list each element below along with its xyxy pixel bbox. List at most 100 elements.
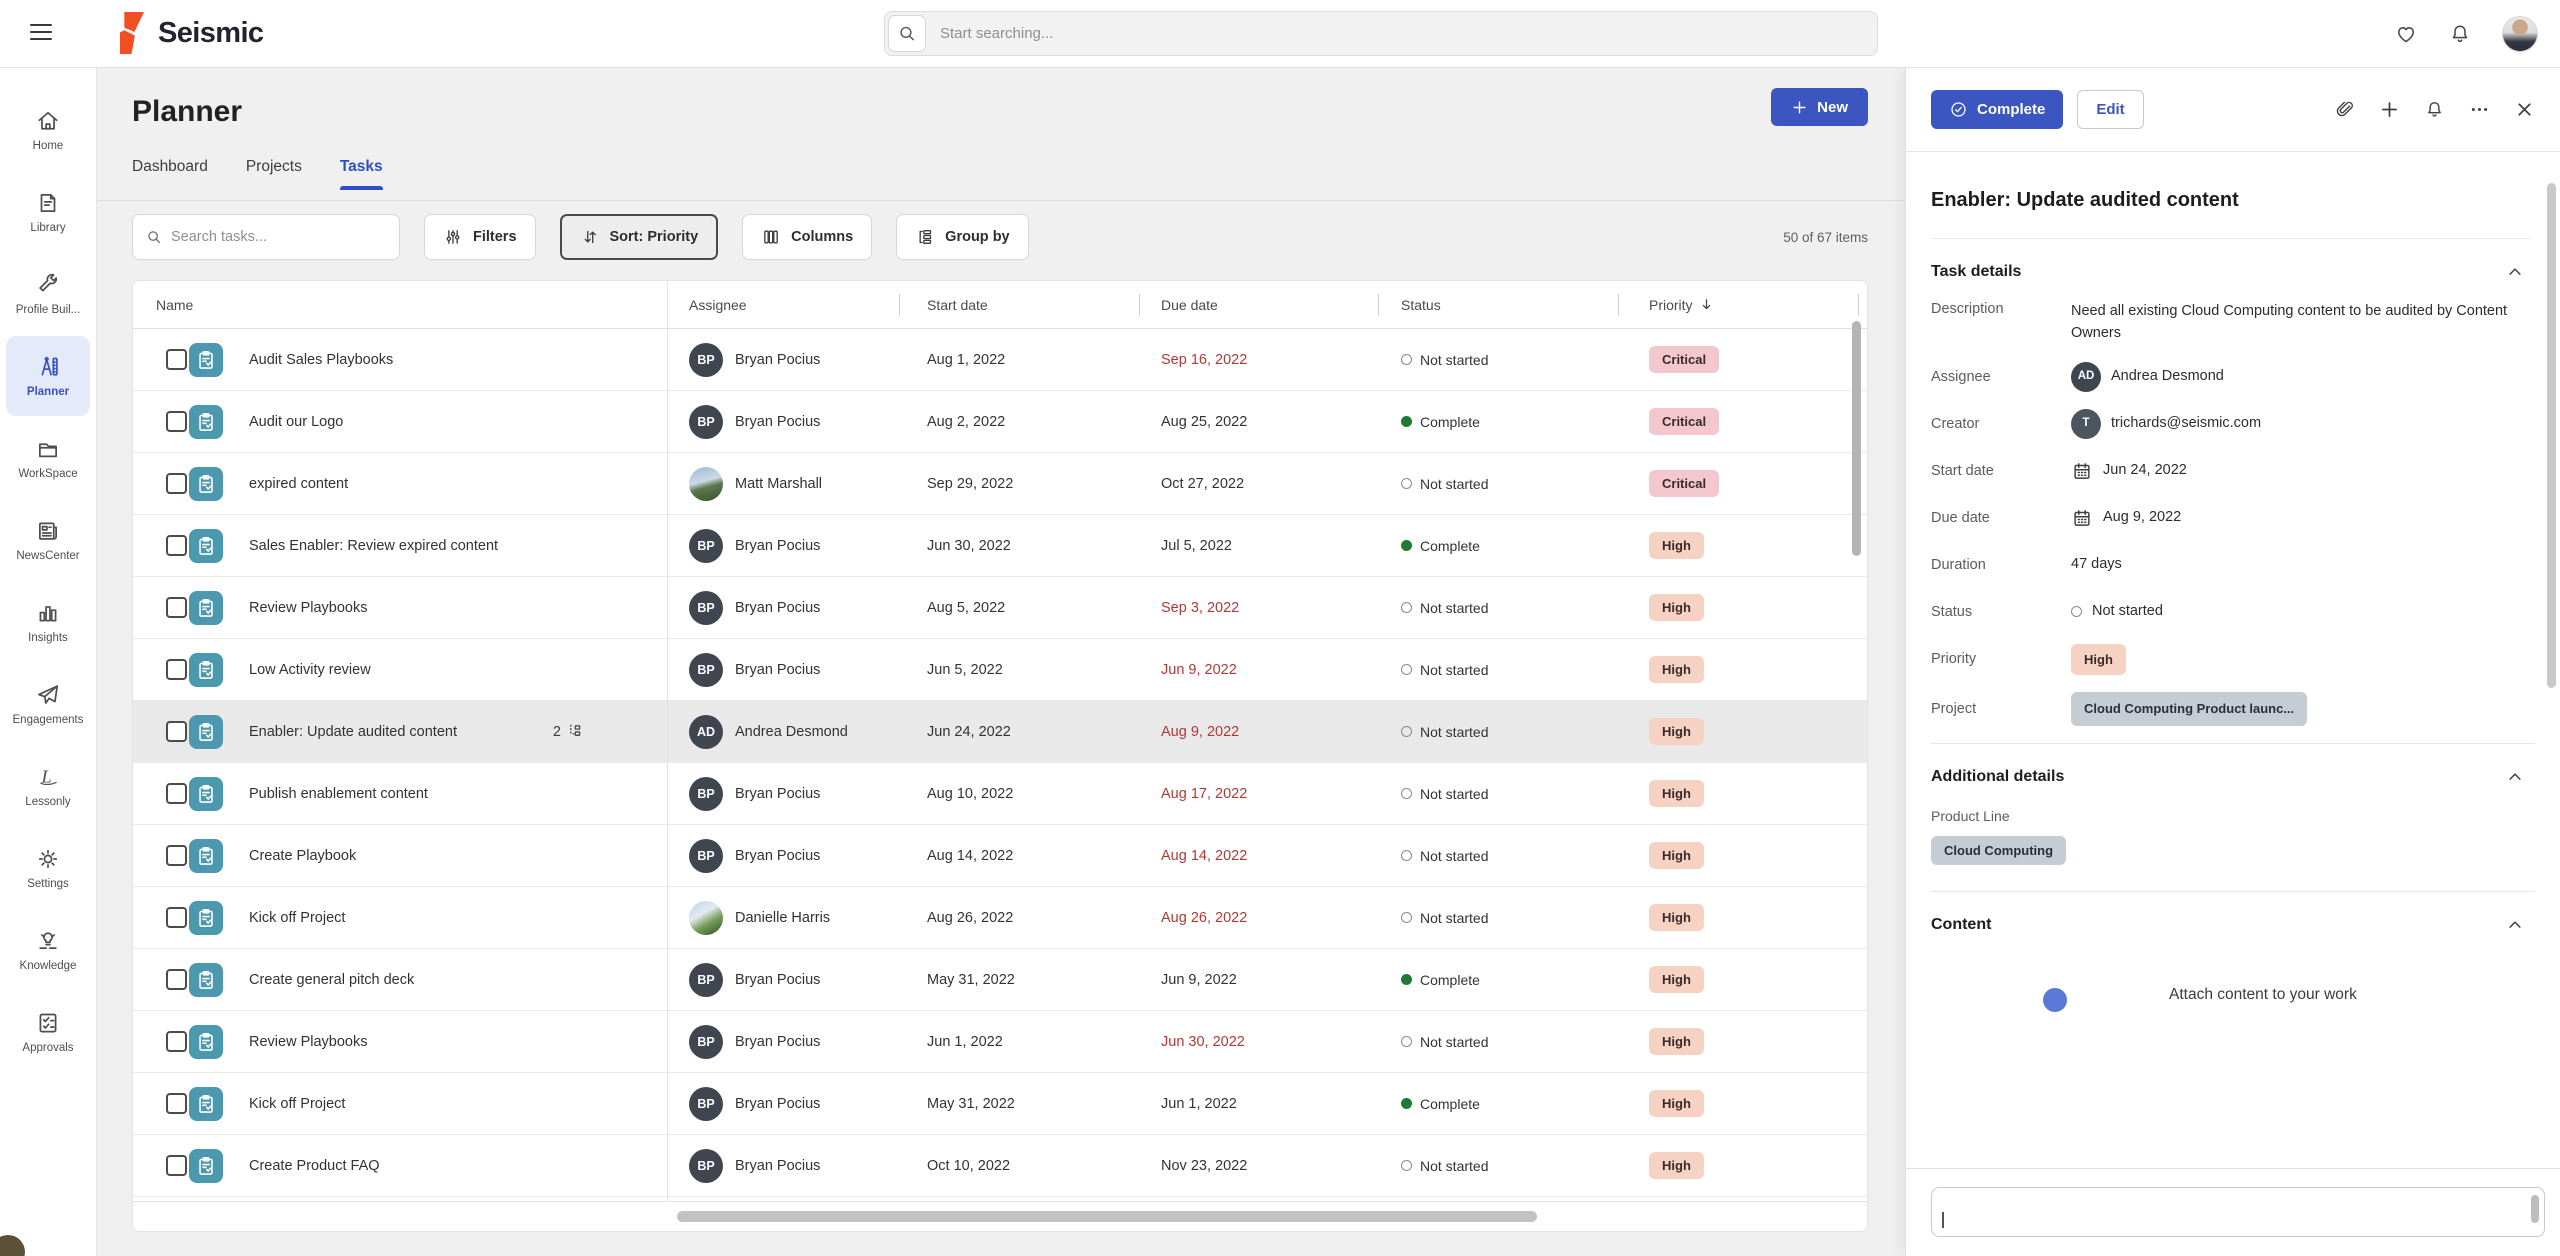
sidebar-item-approvals[interactable]: Approvals [6, 992, 90, 1072]
row-checkbox[interactable] [166, 473, 187, 494]
column-header-start-date[interactable]: Start date [927, 296, 988, 313]
start-date: Sep 29, 2022 [927, 475, 1014, 492]
comment-scrollbar[interactable] [2531, 1195, 2539, 1223]
table-row[interactable]: Create general pitch deck BP Bryan Pocius M… [133, 949, 1867, 1011]
tab-dashboard[interactable]: Dashboard [132, 158, 208, 175]
row-checkbox[interactable] [166, 1093, 187, 1114]
chat-bubble[interactable] [0, 1235, 25, 1256]
complete-button[interactable]: Complete [1931, 90, 2064, 129]
row-checkbox[interactable] [166, 969, 187, 990]
tab-tasks[interactable]: Tasks [339, 158, 383, 190]
subtask-count[interactable]: 2 [553, 722, 585, 741]
priority-badge: High [1649, 966, 1704, 993]
subscribe-icon[interactable] [2424, 99, 2445, 120]
collapse-section-icon[interactable] [2506, 768, 2524, 786]
close-panel-icon[interactable] [2514, 99, 2535, 120]
collapse-section-icon[interactable] [2506, 263, 2524, 281]
columns-button[interactable]: Columns [742, 214, 873, 260]
panel-scrollbar[interactable] [2547, 183, 2556, 688]
table-row[interactable]: Review Playbooks BP Bryan Pocius Jun 1, 202… [133, 1011, 1867, 1073]
hamburger-menu-icon[interactable] [30, 24, 52, 42]
start-date: May 31, 2022 [927, 971, 1015, 988]
new-button[interactable]: New [1771, 88, 1868, 126]
table-row[interactable]: Audit Sales Playbooks BP Bryan Pocius Aug 1… [133, 329, 1867, 391]
more-options-icon[interactable] [2469, 99, 2490, 120]
column-header-assignee[interactable]: Assignee [689, 296, 747, 313]
sort-button[interactable]: Sort: Priority [559, 214, 719, 260]
column-header-name[interactable]: Name [156, 296, 194, 313]
sidebar-item-library[interactable]: Library [6, 172, 90, 252]
table-row[interactable]: Enabler: Update audited content 2 AD Andrea… [133, 701, 1867, 763]
column-header-status[interactable]: Status [1401, 296, 1441, 313]
sidebar-item-newscenter[interactable]: NewsCenter [6, 500, 90, 580]
table-row[interactable]: Create Playbook BP Bryan Pocius Aug 14, 202… [133, 825, 1867, 887]
row-checkbox[interactable] [166, 845, 187, 866]
column-resize-handle[interactable] [1139, 294, 1140, 316]
collapse-section-icon[interactable] [2506, 916, 2524, 934]
project-tag[interactable]: Cloud Computing Product launc... [2071, 692, 2308, 726]
sort-icon [580, 227, 600, 247]
row-checkbox[interactable] [166, 535, 187, 556]
due-date: Sep 16, 2022 [1161, 351, 1248, 368]
sidebar-item-lessonly[interactable]: L Lessonly [6, 746, 90, 826]
attach-icon[interactable] [2334, 99, 2355, 120]
clipboard-icon [195, 597, 217, 619]
task-name: Enabler: Update audited content [249, 723, 457, 740]
table-row[interactable]: Kick off Project Danielle Harris Aug 26, 2… [133, 887, 1867, 949]
notifications-icon[interactable] [2448, 22, 2472, 46]
table-horizontal-scrollbar[interactable] [677, 1211, 1537, 1222]
row-checkbox[interactable] [166, 783, 187, 804]
row-checkbox[interactable] [166, 597, 187, 618]
row-checkbox[interactable] [166, 349, 187, 370]
table-vertical-scrollbar[interactable] [1852, 321, 1861, 556]
table-row[interactable]: Kick off Project BP Bryan Pocius May 31, 20… [133, 1073, 1867, 1135]
comment-input[interactable] [1931, 1187, 2545, 1237]
filters-button[interactable]: Filters [424, 214, 536, 260]
favorites-icon[interactable] [2394, 22, 2418, 46]
row-checkbox[interactable] [166, 721, 187, 742]
assignee-photo-avatar [689, 900, 723, 935]
table-row[interactable]: Low Activity review BP Bryan Pocius Jun 5, … [133, 639, 1867, 701]
table-row[interactable]: Publish enablement content BP Bryan Pocius… [133, 763, 1867, 825]
task-search-input[interactable] [171, 229, 361, 245]
seismic-logo-text: Seismic [158, 16, 264, 49]
row-checkbox[interactable] [166, 659, 187, 680]
column-header-due-date[interactable]: Due date [1161, 296, 1218, 313]
due-date: Jun 9, 2022 [1161, 661, 1237, 678]
column-resize-handle[interactable] [899, 294, 900, 316]
sidebar-item-profile-buil[interactable]: Profile Buil... [6, 254, 90, 334]
column-resize-handle[interactable] [1618, 294, 1619, 316]
sidebar-item-planner[interactable]: Planner [6, 336, 90, 416]
global-search-input[interactable] [926, 25, 1877, 42]
tab-projects[interactable]: Projects [245, 158, 302, 175]
row-checkbox[interactable] [166, 1031, 187, 1052]
table-row[interactable]: Create Product FAQ BP Bryan Pocius Oct 10, … [133, 1135, 1867, 1197]
seismic-logo-mark-icon [118, 12, 148, 54]
row-checkbox[interactable] [166, 411, 187, 432]
edit-button[interactable]: Edit [2077, 90, 2144, 129]
status-text: Not started [1420, 661, 1489, 678]
column-resize-handle[interactable] [1858, 294, 1859, 316]
user-avatar[interactable] [2502, 16, 2538, 52]
table-row[interactable]: expired content Matt Marshall Sep 29, 2022… [133, 453, 1867, 515]
start-date: Aug 10, 2022 [927, 785, 1014, 802]
group-by-button[interactable]: Group by [896, 214, 1029, 260]
row-checkbox[interactable] [166, 1155, 187, 1176]
task-type-icon [189, 714, 223, 749]
table-row[interactable]: Review Playbooks BP Bryan Pocius Aug 5, 202… [133, 577, 1867, 639]
add-icon[interactable] [2379, 99, 2400, 120]
sidebar-item-knowledge[interactable]: Knowledge [6, 910, 90, 990]
assignee-avatar: BP [689, 652, 723, 687]
assignee-avatar: BP [689, 776, 723, 811]
sidebar-item-insights[interactable]: Insights [6, 582, 90, 662]
column-resize-handle[interactable] [1378, 294, 1379, 316]
table-row[interactable]: Audit our Logo BP Bryan Pocius Aug 2, 2022 A… [133, 391, 1867, 453]
sidebar-item-workspace[interactable]: WorkSpace [6, 418, 90, 498]
sidebar-item-settings[interactable]: Settings [6, 828, 90, 908]
row-checkbox[interactable] [166, 907, 187, 928]
sidebar-item-home[interactable]: Home [6, 90, 90, 170]
column-header-priority[interactable]: Priority [1645, 297, 1867, 313]
table-row[interactable]: Sales Enabler: Review expired content BP B… [133, 515, 1867, 577]
sidebar-item-engagements[interactable]: Engagements [6, 664, 90, 744]
